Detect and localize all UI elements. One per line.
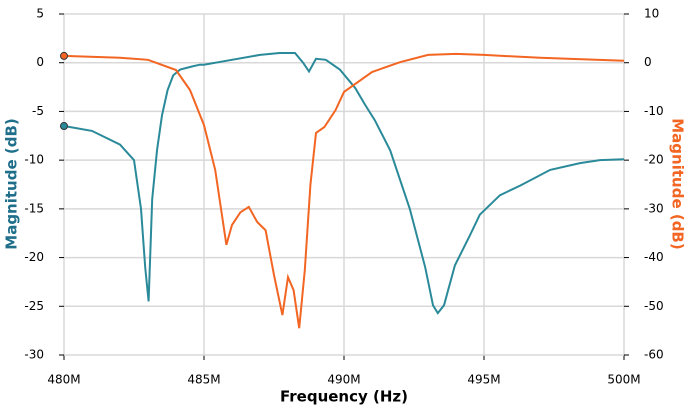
- y2-tick-label: -60: [644, 348, 664, 362]
- series-line: [63, 52, 625, 329]
- x-tick-label: 485M: [187, 373, 220, 387]
- y2-axis-label: Magnitude (dB): [669, 118, 687, 249]
- start-marker: [60, 122, 68, 131]
- x-tick-label: 480M: [47, 373, 80, 387]
- y-tick-label: -30: [24, 348, 44, 362]
- x-tick-label: 500M: [607, 373, 640, 387]
- y-tick-label: 5: [36, 7, 44, 21]
- y2-tick-label: 10: [644, 7, 659, 21]
- series-line: [63, 52, 625, 315]
- x-axis-label: Frequency (Hz): [280, 388, 408, 406]
- y-tick-label: -15: [24, 201, 44, 215]
- y-tick-label: -5: [32, 104, 44, 118]
- y2-tick-label: -50: [644, 299, 664, 313]
- y-tick-label: -25: [24, 299, 44, 313]
- y-axis-label: Magnitude (dB): [3, 118, 21, 249]
- y2-tick-label: -10: [644, 104, 664, 118]
- y2-tick-label: -30: [644, 201, 664, 215]
- y-tick-label: -20: [24, 250, 44, 264]
- start-marker: [60, 51, 68, 60]
- y-tick-label: 0: [36, 55, 44, 69]
- y-tick-label: -10: [24, 153, 44, 167]
- x-tick-label: 495M: [467, 373, 500, 387]
- y2-tick-label: -40: [644, 250, 664, 264]
- x-tick-label: 490M: [327, 373, 360, 387]
- y2-tick-label: -20: [644, 153, 664, 167]
- y2-tick-label: 0: [644, 55, 652, 69]
